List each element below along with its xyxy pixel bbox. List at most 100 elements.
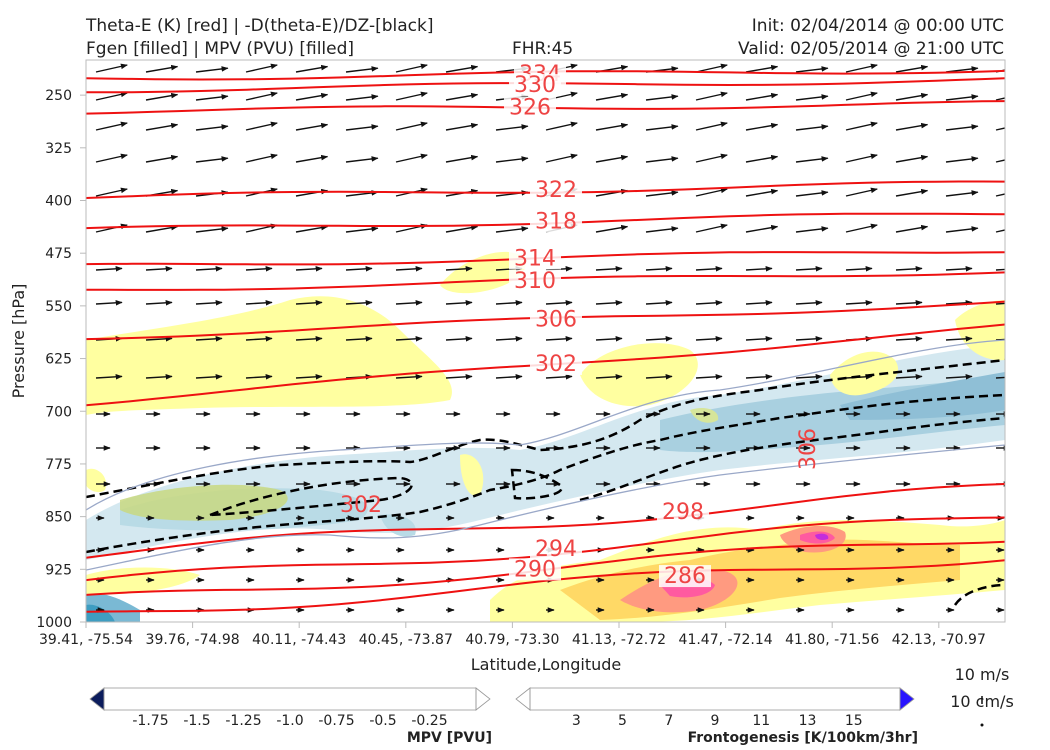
wind-vector bbox=[995, 193, 1005, 197]
wind-vector bbox=[195, 335, 223, 342]
wind-vector bbox=[445, 122, 479, 131]
mpv-colorbar-outline bbox=[103, 687, 477, 711]
wind-key-ms: 10 m/s bbox=[955, 665, 1010, 684]
fgen-colorbar-tick-label: 3 bbox=[572, 713, 581, 729]
y-tick-label: 850 bbox=[45, 510, 72, 526]
wind-vector bbox=[345, 94, 379, 101]
wind-vector bbox=[745, 122, 779, 131]
y-tick-label: 250 bbox=[45, 88, 72, 104]
contour-label-306-side: 306 bbox=[796, 428, 821, 470]
wind-vector bbox=[895, 335, 923, 342]
wind-vector bbox=[295, 373, 323, 380]
wind-vector bbox=[345, 66, 379, 73]
wind-vector bbox=[95, 187, 128, 197]
y-tick-label: 400 bbox=[45, 194, 72, 210]
wind-vector bbox=[695, 223, 728, 233]
wind-vector bbox=[695, 91, 728, 101]
wind-vector bbox=[795, 226, 829, 233]
contour-label-290: 290 bbox=[514, 557, 556, 582]
contour-label-318: 318 bbox=[535, 209, 577, 234]
contour-label-bg bbox=[504, 96, 556, 119]
contour-label-bg bbox=[509, 558, 561, 581]
wind-vector bbox=[395, 63, 428, 73]
x-tick-label: 41.47, -72.14 bbox=[679, 632, 773, 648]
wind-vector bbox=[495, 124, 529, 131]
x-tick-label: 40.11, -74.43 bbox=[252, 632, 346, 648]
contour-label-bg bbox=[530, 353, 582, 376]
wind-vector bbox=[995, 159, 1005, 163]
wind-vector bbox=[245, 373, 273, 380]
fgen-colorbar: 3 5 7 9 11 13 15 bbox=[515, 687, 915, 729]
wind-vector bbox=[295, 154, 329, 163]
wind-vector bbox=[395, 335, 423, 342]
mpv-colorbar-extend-max bbox=[475, 687, 491, 711]
wind-vector bbox=[95, 91, 128, 101]
wind-vector bbox=[695, 373, 723, 380]
wind-vector bbox=[845, 153, 878, 163]
wind-vector bbox=[995, 229, 1005, 233]
wind-vector bbox=[845, 187, 878, 197]
x-tick-label: 40.79, -73.30 bbox=[465, 632, 559, 648]
x-tick-label: 42.13, -70.97 bbox=[892, 632, 986, 648]
wind-vector bbox=[145, 224, 179, 233]
wind-vector bbox=[95, 63, 128, 73]
mpv-colorbar-extend-min bbox=[89, 687, 105, 711]
fgen-colorbar-extend-max bbox=[899, 687, 915, 711]
wind-vector bbox=[845, 299, 873, 306]
contour-label-bg bbox=[530, 538, 582, 561]
fgen-colorbar-tick-label: 7 bbox=[664, 713, 673, 729]
wind-vector bbox=[645, 226, 679, 233]
wind-vector bbox=[495, 335, 523, 342]
wind-vector bbox=[795, 94, 829, 101]
contour-label-310: 310 bbox=[514, 269, 556, 294]
wind-vector bbox=[945, 156, 979, 163]
wind-vector bbox=[845, 91, 878, 101]
theta-e-contour-286 bbox=[86, 559, 1005, 613]
title-line2: Fgen [filled] | MPV (PVU) [filled] bbox=[86, 39, 354, 59]
wind-vector bbox=[695, 335, 723, 342]
wind-vector bbox=[895, 92, 929, 101]
wind-vector bbox=[195, 299, 223, 306]
wind-vector bbox=[95, 153, 128, 163]
wind-vector bbox=[395, 91, 428, 101]
contour-label-302-low: 302 bbox=[340, 493, 382, 518]
wind-vector bbox=[745, 299, 773, 306]
wind-vector bbox=[445, 265, 473, 272]
contour-label-bg bbox=[530, 179, 582, 202]
fgen-colorbar-tick-label: 11 bbox=[752, 713, 770, 729]
wind-vector bbox=[995, 268, 1005, 271]
wind-vector bbox=[945, 373, 973, 380]
wind-vector bbox=[645, 94, 679, 101]
wind-vector bbox=[645, 124, 679, 131]
mpv-colorbar: -1.75 -1.5 -1.25 -1.0 -0.75 -0.5 -0.25 bbox=[89, 687, 491, 729]
wind-vector bbox=[945, 299, 973, 306]
y-tick-label: 775 bbox=[45, 457, 72, 473]
wind-vector bbox=[195, 373, 223, 380]
wind-vector bbox=[945, 226, 979, 233]
mpv-colorbar-tick-label: -0.75 bbox=[318, 713, 354, 729]
y-tick-label: 550 bbox=[45, 299, 72, 315]
wind-vector bbox=[795, 373, 823, 380]
wind-vector bbox=[145, 154, 179, 163]
wind-vector bbox=[495, 299, 523, 306]
contour-label-bg bbox=[509, 269, 561, 292]
wind-vector bbox=[595, 154, 629, 163]
wind-vector bbox=[645, 335, 673, 342]
wind-vector bbox=[245, 335, 273, 342]
wind-vector bbox=[795, 124, 829, 131]
wind-vector bbox=[545, 335, 573, 342]
wind-vector bbox=[345, 265, 373, 272]
contour-label-330: 330 bbox=[514, 73, 556, 98]
wind-vector bbox=[295, 265, 323, 272]
wind-vector bbox=[545, 121, 578, 131]
contour-label-314: 314 bbox=[514, 246, 556, 271]
wind-vector bbox=[495, 226, 529, 233]
contour-label-bg bbox=[530, 210, 582, 233]
wind-vector bbox=[395, 153, 428, 163]
wind-vector bbox=[695, 121, 728, 131]
wind-vector bbox=[845, 121, 878, 131]
wind-vector bbox=[745, 154, 779, 163]
wind-vector bbox=[295, 335, 323, 342]
wind-vector bbox=[645, 373, 673, 380]
wind-vector bbox=[245, 91, 278, 101]
